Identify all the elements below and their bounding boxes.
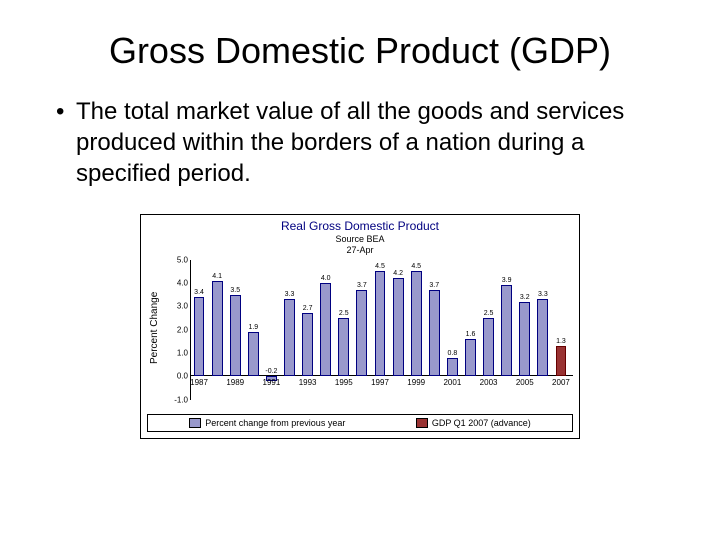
bar: [248, 332, 259, 376]
bar: [212, 281, 223, 377]
x-tick: 2001: [443, 378, 461, 387]
bar: [194, 297, 205, 376]
x-tick: 1989: [226, 378, 244, 387]
value-label: 3.7: [357, 282, 367, 289]
x-tick: 1991: [263, 378, 281, 387]
bar: [411, 271, 422, 376]
value-label: 2.5: [484, 310, 494, 317]
value-label: 4.5: [411, 263, 421, 270]
y-tick: 0.0: [177, 372, 190, 381]
y-axis-label: Percent Change: [147, 256, 162, 400]
value-label: 3.3: [538, 291, 548, 298]
y-tick: 5.0: [177, 255, 190, 264]
x-tick: 1999: [407, 378, 425, 387]
y-tick: 3.0: [177, 302, 190, 311]
x-tick: 2007: [552, 378, 570, 387]
bar: [447, 358, 458, 377]
bar: [429, 290, 440, 376]
value-label: 3.9: [502, 277, 512, 284]
y-tick: 2.0: [177, 325, 190, 334]
bar: [465, 339, 476, 376]
value-label: 4.2: [393, 270, 403, 277]
value-label: 4.5: [375, 263, 385, 270]
page-title: Gross Domestic Product (GDP): [40, 30, 680, 72]
y-tick-col: -1.00.01.02.03.04.05.0: [162, 260, 190, 400]
legend-label-main: Percent change from previous year: [205, 418, 345, 428]
x-tick: 1993: [299, 378, 317, 387]
value-label: 1.9: [248, 324, 258, 331]
value-label: 1.6: [466, 331, 476, 338]
x-tick: 1995: [335, 378, 353, 387]
y-tick: -1.0: [174, 395, 190, 404]
chart-source: Source BEA: [147, 234, 573, 244]
plot-wrap: Percent Change -1.00.01.02.03.04.05.0 3.…: [147, 256, 573, 400]
value-label: 4.1: [212, 273, 222, 280]
bar: [501, 285, 512, 376]
swatch-advance: [416, 418, 428, 428]
swatch-main: [189, 418, 201, 428]
value-label: 3.2: [520, 294, 530, 301]
value-label: 2.5: [339, 310, 349, 317]
bar: [537, 299, 548, 376]
value-label: 3.5: [230, 287, 240, 294]
bar: [519, 302, 530, 377]
value-label: 3.4: [194, 289, 204, 296]
chart-container: Real Gross Domestic Product Source BEA 2…: [140, 214, 580, 439]
y-tick: 4.0: [177, 278, 190, 287]
chart-title: Real Gross Domestic Product: [147, 219, 573, 233]
bar: [302, 313, 313, 376]
slide: Gross Domestic Product (GDP) The total m…: [0, 0, 720, 540]
bar: [284, 299, 295, 376]
bar: [393, 278, 404, 376]
x-tick: 1987: [190, 378, 208, 387]
value-label: 3.3: [285, 291, 295, 298]
legend-item-main: Percent change from previous year: [189, 418, 345, 428]
x-tick: 2005: [516, 378, 534, 387]
bar: [356, 290, 367, 376]
value-label: 3.7: [429, 282, 439, 289]
plot-area: 3.4 4.1 3.5 1.9 -0.2 3.3 2.7 4.0 2.5 3.7 4.5 4.2 4.5…: [190, 260, 573, 400]
y-tick: 1.0: [177, 348, 190, 357]
x-tick: 1997: [371, 378, 389, 387]
value-label: 1.3: [556, 338, 566, 345]
value-label: 2.7: [303, 305, 313, 312]
chart-date: 27-Apr: [147, 245, 573, 255]
bar: [320, 283, 331, 376]
legend-label-advance: GDP Q1 2007 (advance): [432, 418, 531, 428]
bar: [556, 346, 567, 376]
value-label: -0.2: [265, 368, 277, 375]
value-label: 4.0: [321, 275, 331, 282]
bar: [230, 295, 241, 377]
value-label: 0.8: [448, 350, 458, 357]
x-tick: 2003: [480, 378, 498, 387]
legend-item-advance: GDP Q1 2007 (advance): [416, 418, 531, 428]
bar: [483, 318, 494, 376]
bullet-text: The total market value of all the goods …: [76, 96, 680, 190]
legend: Percent change from previous year GDP Q1…: [147, 414, 573, 432]
bar: [375, 271, 386, 376]
bar: [338, 318, 349, 376]
